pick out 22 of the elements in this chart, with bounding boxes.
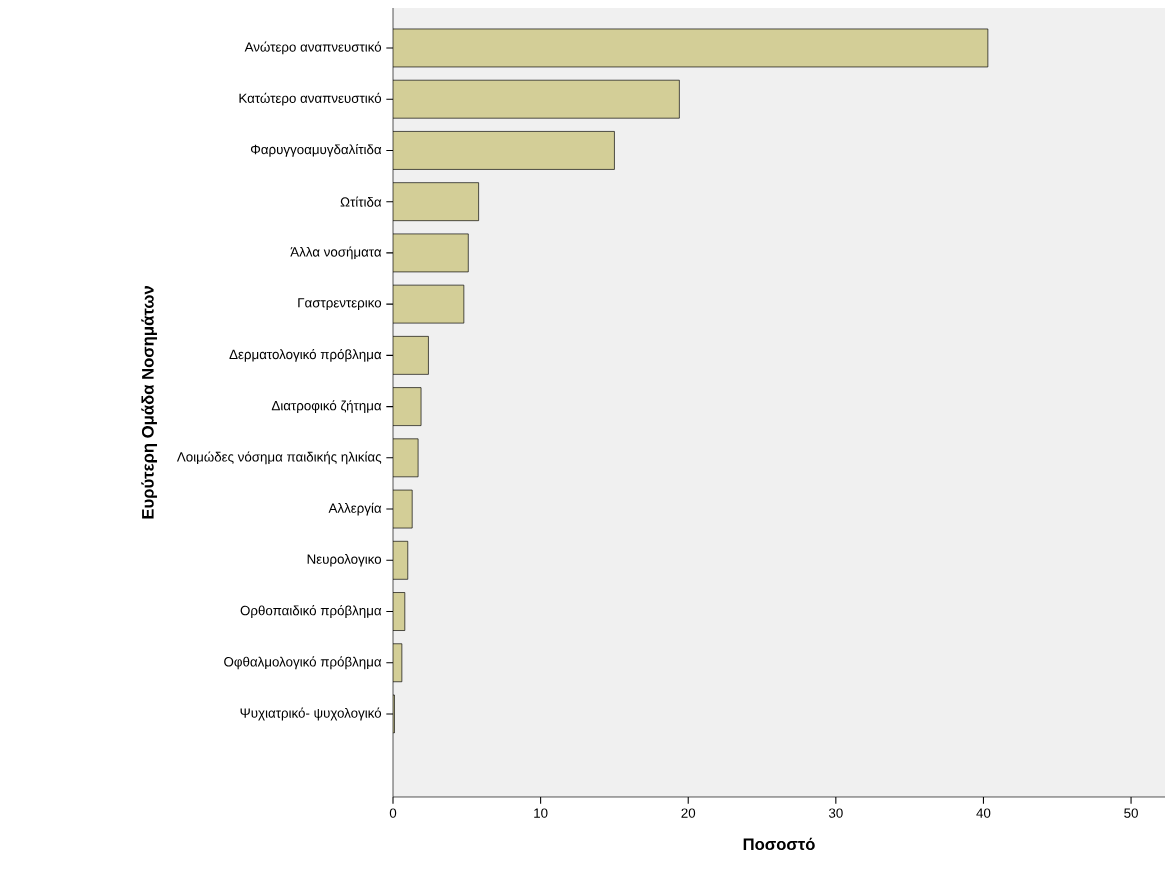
y-tick-label: Άλλα νοσήματα xyxy=(290,246,382,260)
x-axis-title: Ποσοστό xyxy=(743,837,815,851)
y-tick-label: Κατώτερο αναπνευστικό xyxy=(239,92,382,106)
x-tick-label: 0 xyxy=(389,808,397,818)
y-tick-label: Ανώτερο αναπνευστικό xyxy=(244,41,382,55)
y-tick-label: Οφθαλμολογικό πρόβλημα xyxy=(224,656,382,670)
y-tick-label: Φαρυγγοαμυγδαλίτιδα xyxy=(250,144,382,157)
y-tick-label: Γαστρεντερικο xyxy=(298,298,382,311)
y-tick-label: Ψυχιατρικό- ψυχολογικό xyxy=(240,707,382,721)
x-tick-label: 40 xyxy=(976,808,991,818)
y-tick-label: Ωτίτιδα xyxy=(340,196,382,207)
x-tick-label: 10 xyxy=(534,808,548,818)
y-axis-title: Ευρύτερη Ομάδα Νοσημάτων xyxy=(141,286,158,519)
x-tick-label: 20 xyxy=(681,808,696,818)
y-tick-label: Λοιμώδες νόσημα παιδικής ηλικίας xyxy=(176,451,382,465)
y-tick-label: Αλλεργία xyxy=(328,502,382,516)
y-tick-label: Δερματολογικό πρόβλημα xyxy=(229,348,382,362)
y-tick-label: Ορθοπαιδικό πρόβλημα xyxy=(240,605,382,618)
y-tick-label: Διατροφικό ζήτημα xyxy=(271,400,382,413)
x-tick-label: 30 xyxy=(828,808,843,818)
x-tick-label: 50 xyxy=(1124,808,1138,818)
y-tick-label: Νευρολογικο xyxy=(307,554,382,567)
